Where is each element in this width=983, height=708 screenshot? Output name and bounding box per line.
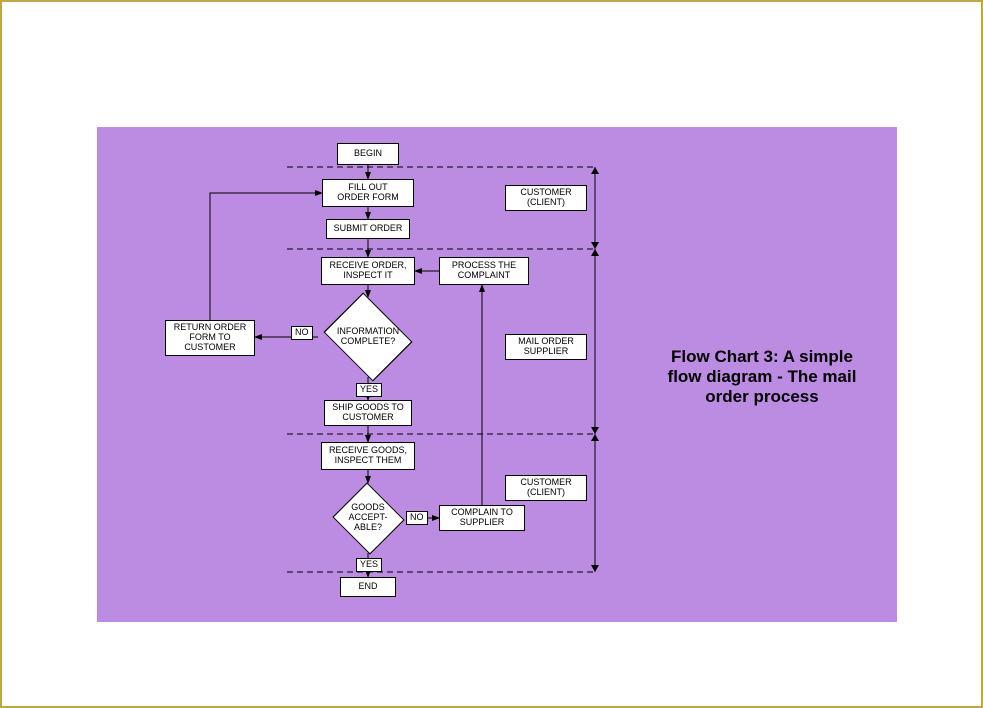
node-label-info_complete: INFORMATIONCOMPLETE? <box>328 327 408 347</box>
branch-label-yes2: YES <box>356 558 382 572</box>
swimlane-label-cust1: CUSTOMER(CLIENT) <box>505 185 587 211</box>
branch-label-yes1: YES <box>356 383 382 397</box>
node-submit: SUBMIT ORDER <box>326 219 410 239</box>
node-label-goods_acceptable: GOODSACCEPT-ABLE? <box>328 503 408 533</box>
node-receive_order: RECEIVE ORDER,INSPECT IT <box>321 257 415 285</box>
flowchart-title: Flow Chart 3: A simple flow diagram - Th… <box>662 347 862 407</box>
node-complain: COMPLAIN TOSUPPLIER <box>439 505 525 531</box>
flowchart-canvas: Flow Chart 3: A simple flow diagram - Th… <box>97 127 897 622</box>
swimlane-label-cust2: CUSTOMER(CLIENT) <box>505 475 587 501</box>
node-info_complete: INFORMATIONCOMPLETE? <box>318 297 418 377</box>
node-goods_acceptable: GOODSACCEPT-ABLE? <box>330 483 406 553</box>
node-return_form: RETURN ORDERFORM TOCUSTOMER <box>165 320 255 356</box>
node-process_complaint: PROCESS THECOMPLAINT <box>439 257 529 285</box>
swimlane-label-supplier: MAIL ORDERSUPPLIER <box>505 334 587 360</box>
branch-label-no1: NO <box>291 326 313 340</box>
node-ship_goods: SHIP GOODS TOCUSTOMER <box>324 400 412 426</box>
node-fillout: FILL OUTORDER FORM <box>322 179 414 207</box>
outer-frame: Flow Chart 3: A simple flow diagram - Th… <box>0 0 983 708</box>
node-end: END <box>340 577 396 597</box>
node-receive_goods: RECEIVE GOODS,INSPECT THEM <box>321 442 415 470</box>
node-begin: BEGIN <box>337 143 399 165</box>
branch-label-no2: NO <box>406 511 428 525</box>
